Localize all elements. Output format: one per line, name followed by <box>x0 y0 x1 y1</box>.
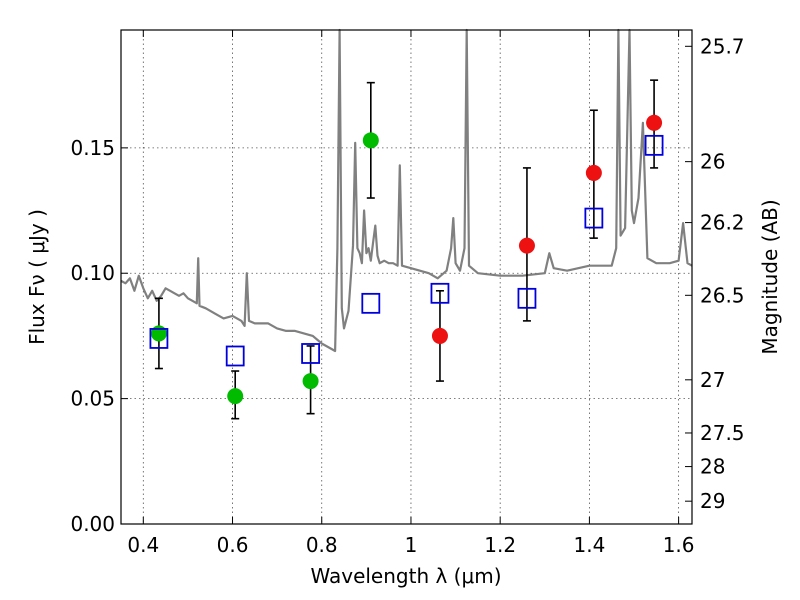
data-point-circle <box>431 327 448 344</box>
plot-frame <box>120 29 693 525</box>
data-point-square <box>225 345 245 367</box>
data-point-square <box>301 343 320 364</box>
right-tick-label: 26.5 <box>700 283 745 307</box>
data-point-square <box>644 134 664 156</box>
data-point-circle <box>362 132 379 149</box>
data-point-circle <box>646 114 663 131</box>
x-tick-label: 1.6 <box>663 533 695 557</box>
right-tick-label: 26 <box>700 150 725 174</box>
plot-background <box>121 30 692 524</box>
right-axis-label: Magnitude (AB) <box>758 199 782 354</box>
data-point-square <box>517 287 537 309</box>
x-tick-label: 0.8 <box>306 533 338 557</box>
y-tick-label: 0.15 <box>70 136 115 160</box>
x-axis-label: Wavelength λ (μm) <box>310 564 501 588</box>
y-axis-ticks: 0.00 0.05 0.10 0.15 <box>70 136 128 536</box>
spectrum-line <box>120 28 693 353</box>
data-point-circle <box>518 237 535 254</box>
x-axis-ticks: 0.4 0.6 0.8 1 1.2 1.4 1.6 <box>127 30 695 557</box>
data-point-circle <box>150 325 167 342</box>
data-point-circle <box>585 164 602 181</box>
y-tick-label: 0.10 <box>70 261 115 285</box>
right-tick-label: 28 <box>700 455 725 479</box>
x-tick-label: 0.4 <box>127 533 159 557</box>
right-tick-label: 29 <box>700 489 725 513</box>
model-spectrum <box>120 28 693 353</box>
data-point-circle <box>302 373 319 390</box>
y-tick-label: 0.05 <box>70 387 115 411</box>
data-point-circle <box>227 388 244 405</box>
right-tick-label: 25.7 <box>700 34 745 58</box>
right-tick-label: 27 <box>700 368 725 392</box>
right-tick-label: 26.2 <box>700 211 745 235</box>
x-tick-label: 1.4 <box>573 533 605 557</box>
data-point-square <box>430 282 450 304</box>
data-point-square <box>149 328 169 349</box>
x-tick-label: 1.2 <box>484 533 516 557</box>
x-tick-label: 0.6 <box>217 533 249 557</box>
right-axis-ticks: 25.7 26 26.2 26.5 27 27.5 28 29 <box>685 34 745 513</box>
x-tick-label: 1 <box>405 533 418 557</box>
y-tick-label: 0.00 <box>70 512 115 536</box>
y-axis-label: Flux Fν ( μJy ) <box>25 209 49 345</box>
data-point-square <box>584 207 604 229</box>
data-markers <box>149 114 664 405</box>
right-tick-label: 27.5 <box>700 421 745 445</box>
data-point-square <box>361 292 381 314</box>
